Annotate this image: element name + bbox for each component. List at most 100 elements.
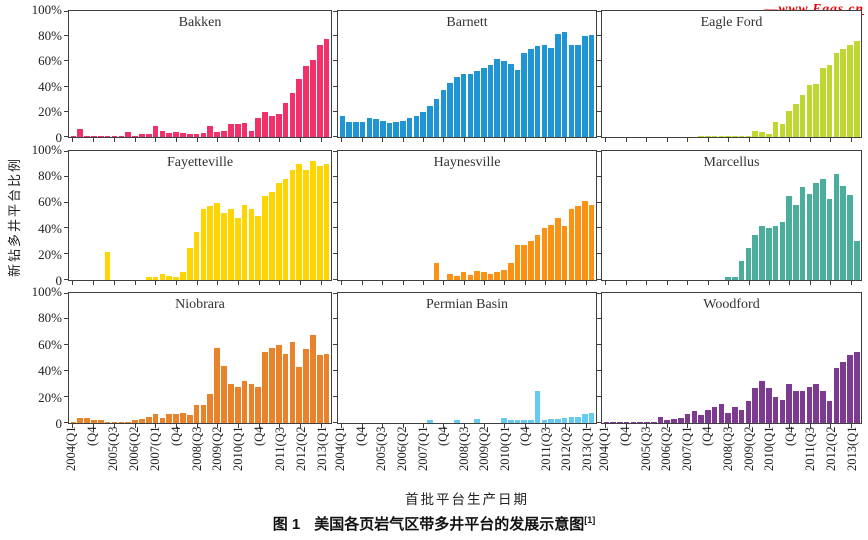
bar	[234, 124, 241, 137]
bar	[521, 420, 527, 423]
bar	[316, 45, 323, 137]
panel-bakken: Bakken	[64, 10, 332, 142]
y-tick-mark	[64, 422, 68, 423]
x-tick-mark	[545, 424, 547, 428]
x-tick-label: 2012(Q2	[293, 427, 308, 472]
x-tick-mark	[93, 424, 95, 428]
y-tick-mark	[597, 201, 601, 203]
y-tick-mark	[64, 60, 68, 62]
bar	[221, 130, 227, 137]
y-tick-mark	[597, 344, 601, 345]
x-tick-mark	[279, 138, 281, 142]
x-tick-mark	[382, 138, 384, 142]
x-tick-mark	[299, 424, 301, 428]
bar	[104, 251, 111, 280]
bar	[514, 420, 521, 423]
x-tick-mark	[341, 281, 343, 285]
bar	[588, 412, 595, 423]
bar	[840, 361, 846, 423]
bar	[248, 384, 255, 423]
panel-title: Marcellus	[703, 155, 760, 170]
bar	[732, 135, 738, 137]
x-tick-label: 2004(Q1	[333, 427, 348, 472]
x-tick-mark	[565, 138, 567, 142]
x-tick-mark	[341, 424, 343, 428]
y-tick-label: 40%	[38, 78, 62, 94]
x-tick-label: 2006(Q2	[659, 427, 674, 472]
x-tick-mark	[707, 138, 709, 142]
bar	[339, 115, 346, 137]
bar	[323, 354, 330, 423]
x-tick-mark	[402, 138, 404, 142]
bar	[759, 225, 765, 280]
bar	[346, 121, 352, 137]
bar	[275, 345, 282, 423]
bar-series	[338, 293, 596, 423]
panel-title: Haynesville	[433, 155, 501, 170]
x-tick-mark	[382, 424, 384, 428]
x-tick-mark	[646, 424, 648, 428]
y-tick-mark	[333, 396, 337, 397]
y-tick-label: 20%	[38, 246, 62, 262]
bar	[745, 247, 752, 280]
bar	[145, 277, 152, 280]
x-tick-mark	[687, 424, 689, 428]
x-tick-mark	[237, 138, 239, 142]
bar	[833, 174, 840, 280]
y-tick-mark	[597, 11, 601, 12]
bar	[180, 133, 186, 137]
x-tick-mark	[830, 281, 832, 285]
bar	[772, 225, 779, 280]
y-tick-mark	[64, 344, 68, 345]
bar	[786, 384, 792, 423]
bar	[214, 131, 220, 137]
caption-superscript: [1]	[584, 515, 596, 525]
bar	[555, 419, 561, 423]
bar	[664, 420, 671, 423]
x-tick-mark	[809, 281, 811, 285]
bar	[820, 179, 826, 280]
y-tick-labels: 100% 80% 60% 40% 20% 0	[16, 142, 62, 289]
y-tick-mark	[333, 175, 337, 177]
bar	[200, 209, 207, 280]
x-tick-mark	[279, 424, 281, 428]
bar	[678, 417, 684, 423]
bar	[501, 417, 507, 423]
x-tick-label: 2009(Q2	[477, 427, 492, 472]
x-tick-mark	[625, 281, 627, 285]
bar	[118, 421, 125, 423]
y-tick-mark	[333, 136, 337, 137]
bar	[241, 205, 248, 280]
bar	[269, 347, 275, 423]
bar	[180, 272, 186, 280]
bar	[826, 198, 833, 280]
y-tick-mark	[597, 136, 601, 137]
bar	[738, 260, 745, 280]
bar	[323, 163, 330, 280]
bar	[806, 386, 813, 423]
x-tick-label: 2013(Q1	[844, 427, 859, 472]
bar	[207, 206, 214, 280]
x-tick-mark	[361, 424, 363, 428]
bar	[853, 351, 860, 423]
y-tick-label: 60%	[38, 53, 62, 69]
y-tick-mark	[597, 85, 601, 87]
bar	[555, 33, 561, 137]
bar	[738, 135, 745, 137]
x-tick-mark	[299, 281, 301, 285]
bar	[91, 420, 97, 423]
bar-series	[69, 151, 331, 280]
bar	[413, 115, 420, 137]
bar	[228, 124, 234, 137]
x-tick-mark	[113, 138, 115, 142]
bar	[806, 193, 813, 280]
bar	[186, 134, 193, 137]
bar	[440, 90, 447, 137]
x-tick-mark	[443, 138, 445, 142]
x-tick-mark	[707, 281, 709, 285]
bar	[386, 123, 393, 137]
bar	[193, 134, 200, 137]
bar-series	[338, 11, 596, 137]
bar	[528, 48, 534, 137]
bar	[84, 417, 90, 423]
